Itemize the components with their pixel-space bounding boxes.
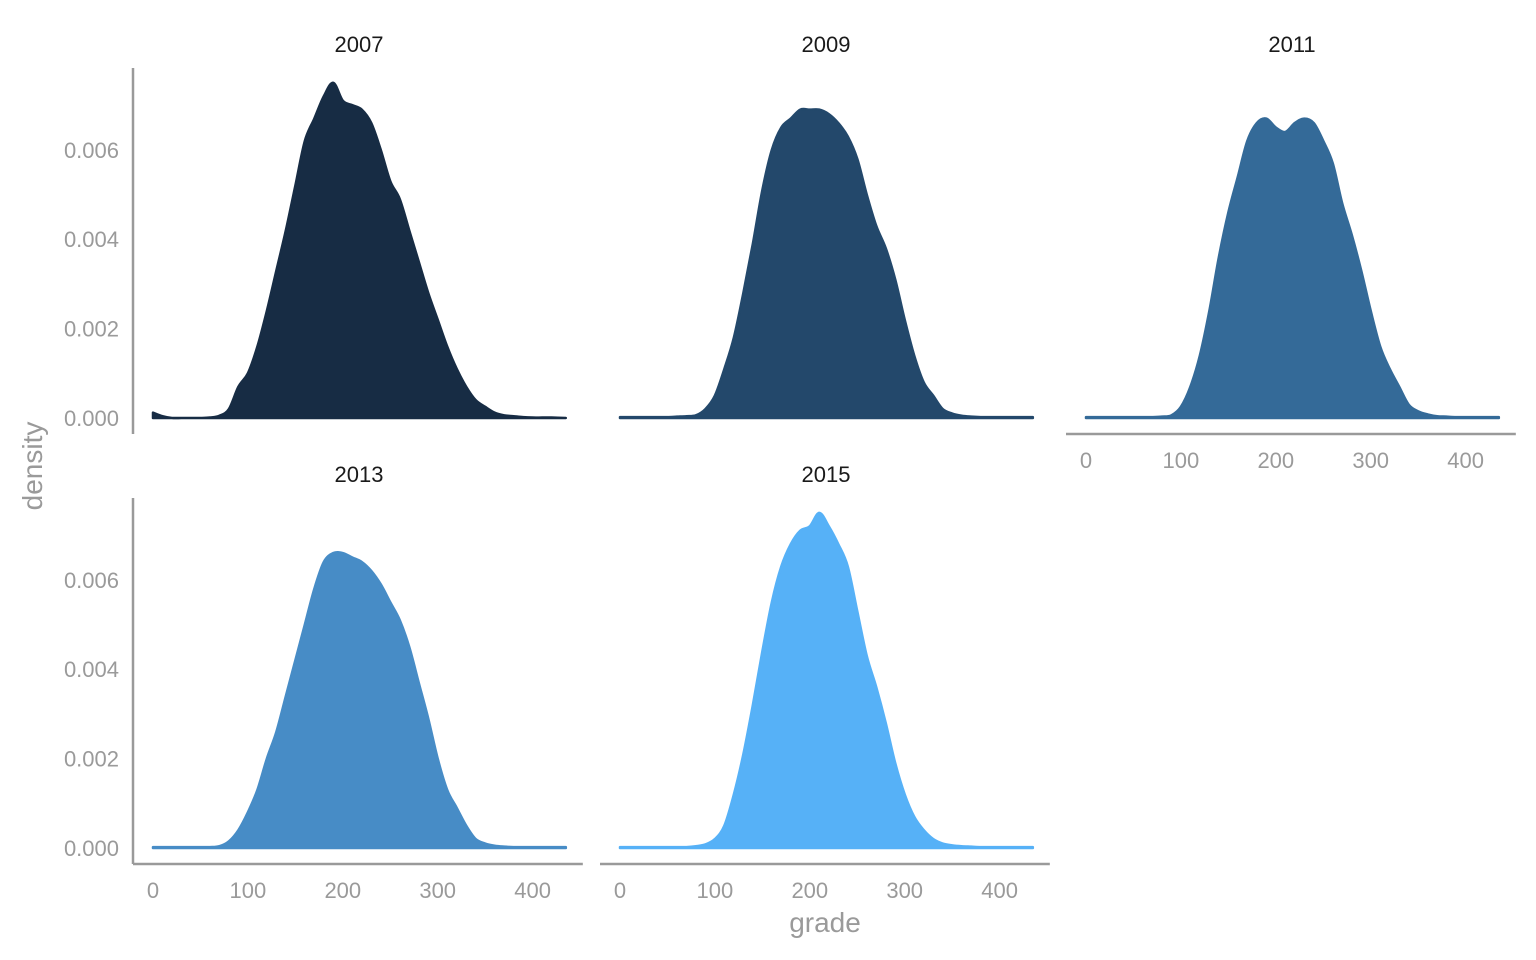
y-tick-label: 0.006	[64, 568, 119, 593]
x-tick-label: 200	[1257, 448, 1294, 473]
x-tick-label: 0	[147, 878, 159, 903]
y-tick-label: 0.004	[64, 657, 119, 682]
x-axis-title: grade	[789, 907, 861, 938]
facet-strip-label: 2007	[335, 32, 384, 57]
facet-panel-2009: 2009	[618, 32, 1035, 420]
facet-strip-label: 2015	[802, 462, 851, 487]
y-tick-label: 0.004	[64, 227, 119, 252]
density-area-2007	[151, 81, 568, 420]
x-tick-label: 300	[419, 878, 456, 903]
y-tick-label: 0.002	[64, 317, 119, 342]
facet-strip-label: 2009	[802, 32, 851, 57]
y-axis-title: density	[17, 422, 48, 511]
x-tick-label: 100	[230, 878, 267, 903]
x-tick-label: 0	[614, 878, 626, 903]
facet-strip-label: 2013	[335, 462, 384, 487]
y-tick-label: 0.000	[64, 406, 119, 431]
density-area-2009	[618, 107, 1035, 420]
facet-panel-2013: 2013 0.000 0.002 0.004 0.006 0 100 200 300 400	[64, 462, 583, 903]
x-tick-label: 0	[1080, 448, 1092, 473]
x-tick-label: 100	[1163, 448, 1200, 473]
x-tick-label: 400	[981, 878, 1018, 903]
facet-panels: 2007 0.000 0.002 0.004 0.006 2009 2011 0 100 200 3…	[64, 32, 1516, 903]
facet-panel-2011: 2011 0 100 200 300 400	[1066, 32, 1516, 473]
density-area-2015	[618, 511, 1035, 850]
density-area-2011	[1084, 117, 1501, 420]
facet-panel-2007: 2007 0.000 0.002 0.004 0.006	[64, 32, 568, 434]
y-tick-label: 0.000	[64, 836, 119, 861]
x-tick-label: 200	[324, 878, 361, 903]
facet-panel-2015: 2015 0 100 200 300 400	[600, 462, 1050, 903]
x-tick-label: 100	[697, 878, 734, 903]
facet-strip-label: 2011	[1268, 32, 1315, 57]
y-tick-label: 0.006	[64, 138, 119, 163]
y-tick-label: 0.002	[64, 747, 119, 772]
x-tick-label: 300	[1352, 448, 1389, 473]
density-area-2013	[151, 550, 568, 850]
x-tick-label: 200	[791, 878, 828, 903]
x-tick-label: 400	[1447, 448, 1484, 473]
x-tick-label: 300	[886, 878, 923, 903]
x-tick-label: 400	[514, 878, 551, 903]
